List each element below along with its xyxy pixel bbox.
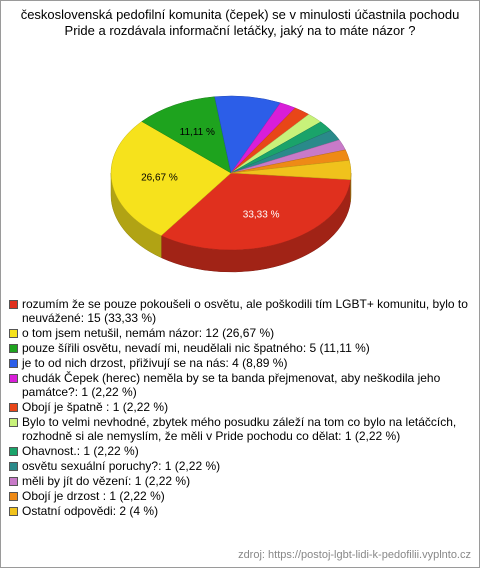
legend-item: chudák Čepek (herec) neměla by se ta ban… — [9, 371, 471, 399]
slice-label: 26,67 % — [141, 173, 178, 184]
legend-text: Ohavnost.: 1 (2,22 %) — [22, 444, 139, 458]
pie-slice — [230, 160, 352, 180]
legend-item: Ostatní odpovědi: 2 (4 %) — [9, 504, 471, 518]
chart-title: československá pedofilní komunita (čepek… — [20, 7, 460, 38]
legend-item: osvětu sexuální poruchy?: 1 (2,22 %) — [9, 459, 471, 473]
legend-item: je to od nich drzost, přiživují se na ná… — [9, 356, 471, 370]
legend-item: měli by jít do vězení: 1 (2,22 %) — [9, 474, 471, 488]
legend: rozumím že se pouze pokoušeli o osvětu, … — [9, 297, 471, 519]
source: zdroj: https://postoj-lgbt-lidi-k-pedofi… — [238, 549, 471, 561]
legend-item: Ohavnost.: 1 (2,22 %) — [9, 444, 471, 458]
legend-text: je to od nich drzost, přiživují se na ná… — [22, 356, 288, 370]
legend-swatch — [9, 447, 18, 456]
legend-swatch — [9, 507, 18, 516]
slice-label: 11,11 % — [180, 127, 215, 138]
legend-text: Bylo to velmi nevhodné, zbytek mého posu… — [22, 415, 457, 443]
legend-swatch — [9, 462, 18, 471]
legend-swatch — [9, 477, 18, 486]
legend-item: pouze šířili osvětu, nevadí mi, neudělal… — [9, 341, 471, 355]
legend-item: o tom jsem netušil, nemám názor: 12 (26,… — [9, 326, 471, 340]
legend-text: o tom jsem netušil, nemám názor: 12 (26,… — [22, 326, 275, 340]
legend-item: Obojí je drzost : 1 (2,22 %) — [9, 489, 471, 503]
legend-swatch — [9, 344, 18, 353]
legend-swatch — [9, 329, 18, 338]
legend-swatch — [9, 403, 18, 412]
legend-text: měli by jít do vězení: 1 (2,22 %) — [22, 474, 191, 488]
legend-swatch — [9, 374, 18, 383]
legend-swatch — [9, 492, 18, 501]
legend-swatch — [9, 418, 18, 427]
legend-item: Bylo to velmi nevhodné, zbytek mého posu… — [9, 415, 471, 443]
pie-slice — [160, 172, 351, 251]
legend-swatch — [9, 359, 18, 368]
slice-label: 33,33 % — [243, 210, 280, 221]
legend-item: Obojí je špatně : 1 (2,22 %) — [9, 400, 471, 414]
legend-text: chudák Čepek (herec) neměla by se ta ban… — [22, 371, 441, 399]
pie-slice — [110, 121, 232, 236]
legend-text: pouze šířili osvětu, nevadí mi, neudělal… — [22, 341, 370, 355]
legend-item: rozumím že se pouze pokoušeli o osvětu, … — [9, 297, 471, 325]
legend-swatch — [9, 300, 18, 309]
legend-text: Obojí je špatně : 1 (2,22 %) — [22, 400, 169, 414]
legend-text: osvětu sexuální poruchy?: 1 (2,22 %) — [22, 459, 221, 473]
legend-text: Obojí je drzost : 1 (2,22 %) — [22, 489, 165, 503]
legend-text: rozumím že se pouze pokoušeli o osvětu, … — [22, 297, 468, 325]
pie-slice — [141, 96, 232, 174]
legend-text: Ostatní odpovědi: 2 (4 %) — [22, 504, 159, 518]
pie-area: 33,33 % 26,67 % 11,11 % — [110, 95, 352, 273]
